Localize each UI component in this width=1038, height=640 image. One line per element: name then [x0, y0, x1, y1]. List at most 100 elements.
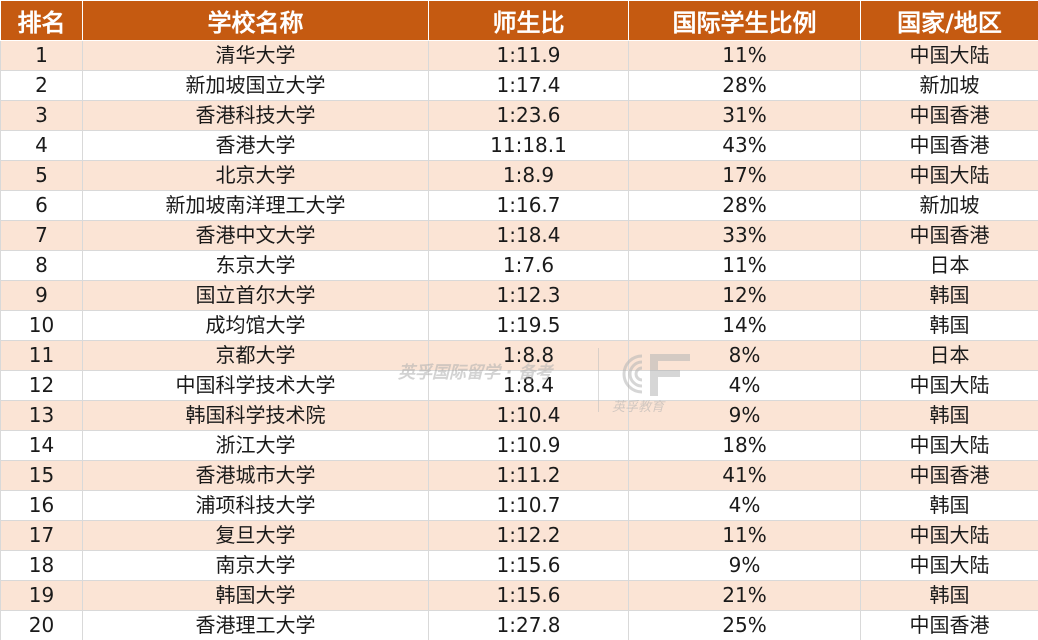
header-rank: 排名 [0, 0, 83, 41]
ratio-cell: 1:12.3 [428, 280, 629, 311]
table-row: 13 韩国科学技术院 1:10.4 9% 韩国 [0, 400, 1038, 431]
country-cell: 中国大陆 [860, 370, 1038, 401]
ratio-cell: 1:27.8 [428, 610, 629, 640]
country-cell: 日本 [860, 340, 1038, 371]
country-cell: 新加坡 [860, 70, 1038, 101]
table-row: 16 浦项科技大学 1:10.7 4% 韩国 [0, 490, 1038, 521]
ratio-cell: 1:10.4 [428, 400, 629, 431]
school-name-cell: 南京大学 [82, 550, 429, 581]
rank-cell: 4 [0, 130, 83, 161]
table-header: 排名 学校名称 师生比 国际学生比例 国家/地区 [0, 0, 1038, 41]
ratio-cell: 1:8.9 [428, 160, 629, 191]
country-cell: 韩国 [860, 580, 1038, 611]
ratio-cell: 1:16.7 [428, 190, 629, 221]
school-name-cell: 香港理工大学 [82, 610, 429, 640]
table-row: 17 复旦大学 1:12.2 11% 中国大陆 [0, 520, 1038, 551]
rank-cell: 14 [0, 430, 83, 461]
international-cell: 11% [628, 40, 861, 71]
ratio-cell: 1:11.9 [428, 40, 629, 71]
header-country-region: 国家/地区 [860, 0, 1038, 41]
country-cell: 韩国 [860, 490, 1038, 521]
table-row: 19 韩国大学 1:15.6 21% 韩国 [0, 580, 1038, 611]
ratio-cell: 1:7.6 [428, 250, 629, 281]
table-row: 12 中国科学技术大学 1:8.4 4% 中国大陆 [0, 370, 1038, 401]
school-name-cell: 北京大学 [82, 160, 429, 191]
ratio-cell: 1:18.4 [428, 220, 629, 251]
international-cell: 28% [628, 70, 861, 101]
table-row: 3 香港科技大学 1:23.6 31% 中国香港 [0, 100, 1038, 131]
header-row: 排名 学校名称 师生比 国际学生比例 国家/地区 [0, 0, 1038, 41]
country-cell: 中国香港 [860, 130, 1038, 161]
country-cell: 中国香港 [860, 460, 1038, 491]
country-cell: 中国香港 [860, 220, 1038, 251]
school-name-cell: 中国科学技术大学 [82, 370, 429, 401]
international-cell: 8% [628, 340, 861, 371]
header-school-name: 学校名称 [82, 0, 429, 41]
table-row: 10 成均馆大学 1:19.5 14% 韩国 [0, 310, 1038, 341]
country-cell: 中国香港 [860, 100, 1038, 131]
ratio-cell: 11:18.1 [428, 130, 629, 161]
country-cell: 中国大陆 [860, 40, 1038, 71]
international-cell: 4% [628, 490, 861, 521]
table-row: 11 京都大学 1:8.8 8% 日本 [0, 340, 1038, 371]
ratio-cell: 1:8.8 [428, 340, 629, 371]
ratio-cell: 1:10.7 [428, 490, 629, 521]
international-cell: 9% [628, 550, 861, 581]
ratio-cell: 1:12.2 [428, 520, 629, 551]
country-cell: 中国大陆 [860, 160, 1038, 191]
rank-cell: 18 [0, 550, 83, 581]
country-cell: 新加坡 [860, 190, 1038, 221]
school-name-cell: 清华大学 [82, 40, 429, 71]
ratio-cell: 1:23.6 [428, 100, 629, 131]
school-name-cell: 韩国科学技术院 [82, 400, 429, 431]
international-cell: 17% [628, 160, 861, 191]
school-name-cell: 浙江大学 [82, 430, 429, 461]
rank-cell: 3 [0, 100, 83, 131]
table-row: 14 浙江大学 1:10.9 18% 中国大陆 [0, 430, 1038, 461]
table-row: 9 国立首尔大学 1:12.3 12% 韩国 [0, 280, 1038, 311]
international-cell: 12% [628, 280, 861, 311]
international-cell: 31% [628, 100, 861, 131]
header-international-ratio: 国际学生比例 [628, 0, 861, 41]
country-cell: 中国大陆 [860, 430, 1038, 461]
rank-cell: 16 [0, 490, 83, 521]
header-student-faculty-ratio: 师生比 [428, 0, 629, 41]
school-name-cell: 浦项科技大学 [82, 490, 429, 521]
rank-cell: 11 [0, 340, 83, 371]
rank-cell: 19 [0, 580, 83, 611]
international-cell: 11% [628, 250, 861, 281]
school-name-cell: 香港大学 [82, 130, 429, 161]
school-name-cell: 新加坡国立大学 [82, 70, 429, 101]
school-name-cell: 成均馆大学 [82, 310, 429, 341]
school-name-cell: 东京大学 [82, 250, 429, 281]
rank-cell: 17 [0, 520, 83, 551]
table-row: 8 东京大学 1:7.6 11% 日本 [0, 250, 1038, 281]
international-cell: 28% [628, 190, 861, 221]
ratio-cell: 1:19.5 [428, 310, 629, 341]
international-cell: 18% [628, 430, 861, 461]
international-cell: 4% [628, 370, 861, 401]
international-cell: 25% [628, 610, 861, 640]
rank-cell: 8 [0, 250, 83, 281]
country-cell: 中国香港 [860, 610, 1038, 640]
school-name-cell: 香港科技大学 [82, 100, 429, 131]
table-body: 1 清华大学 1:11.9 11% 中国大陆 2 新加坡国立大学 1:17.4 28% 新加坡 3 香… [0, 40, 1038, 640]
ratio-cell: 1:15.6 [428, 550, 629, 581]
international-cell: 14% [628, 310, 861, 341]
school-name-cell: 韩国大学 [82, 580, 429, 611]
international-cell: 9% [628, 400, 861, 431]
country-cell: 日本 [860, 250, 1038, 281]
table-row: 18 南京大学 1:15.6 9% 中国大陆 [0, 550, 1038, 581]
rank-cell: 7 [0, 220, 83, 251]
country-cell: 韩国 [860, 310, 1038, 341]
rank-cell: 9 [0, 280, 83, 311]
country-cell: 韩国 [860, 400, 1038, 431]
school-name-cell: 复旦大学 [82, 520, 429, 551]
table-row: 6 新加坡南洋理工大学 1:16.7 28% 新加坡 [0, 190, 1038, 221]
international-cell: 43% [628, 130, 861, 161]
ratio-cell: 1:11.2 [428, 460, 629, 491]
rank-cell: 15 [0, 460, 83, 491]
country-cell: 中国大陆 [860, 520, 1038, 551]
table-row: 2 新加坡国立大学 1:17.4 28% 新加坡 [0, 70, 1038, 101]
